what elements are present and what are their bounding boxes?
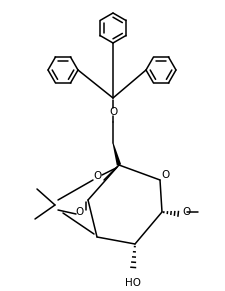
Text: O: O <box>182 207 190 217</box>
Text: HO: HO <box>125 278 141 288</box>
Text: O: O <box>161 170 169 180</box>
Text: O: O <box>109 107 117 117</box>
Text: O: O <box>76 207 84 217</box>
Polygon shape <box>112 143 121 166</box>
Text: O: O <box>93 171 101 181</box>
